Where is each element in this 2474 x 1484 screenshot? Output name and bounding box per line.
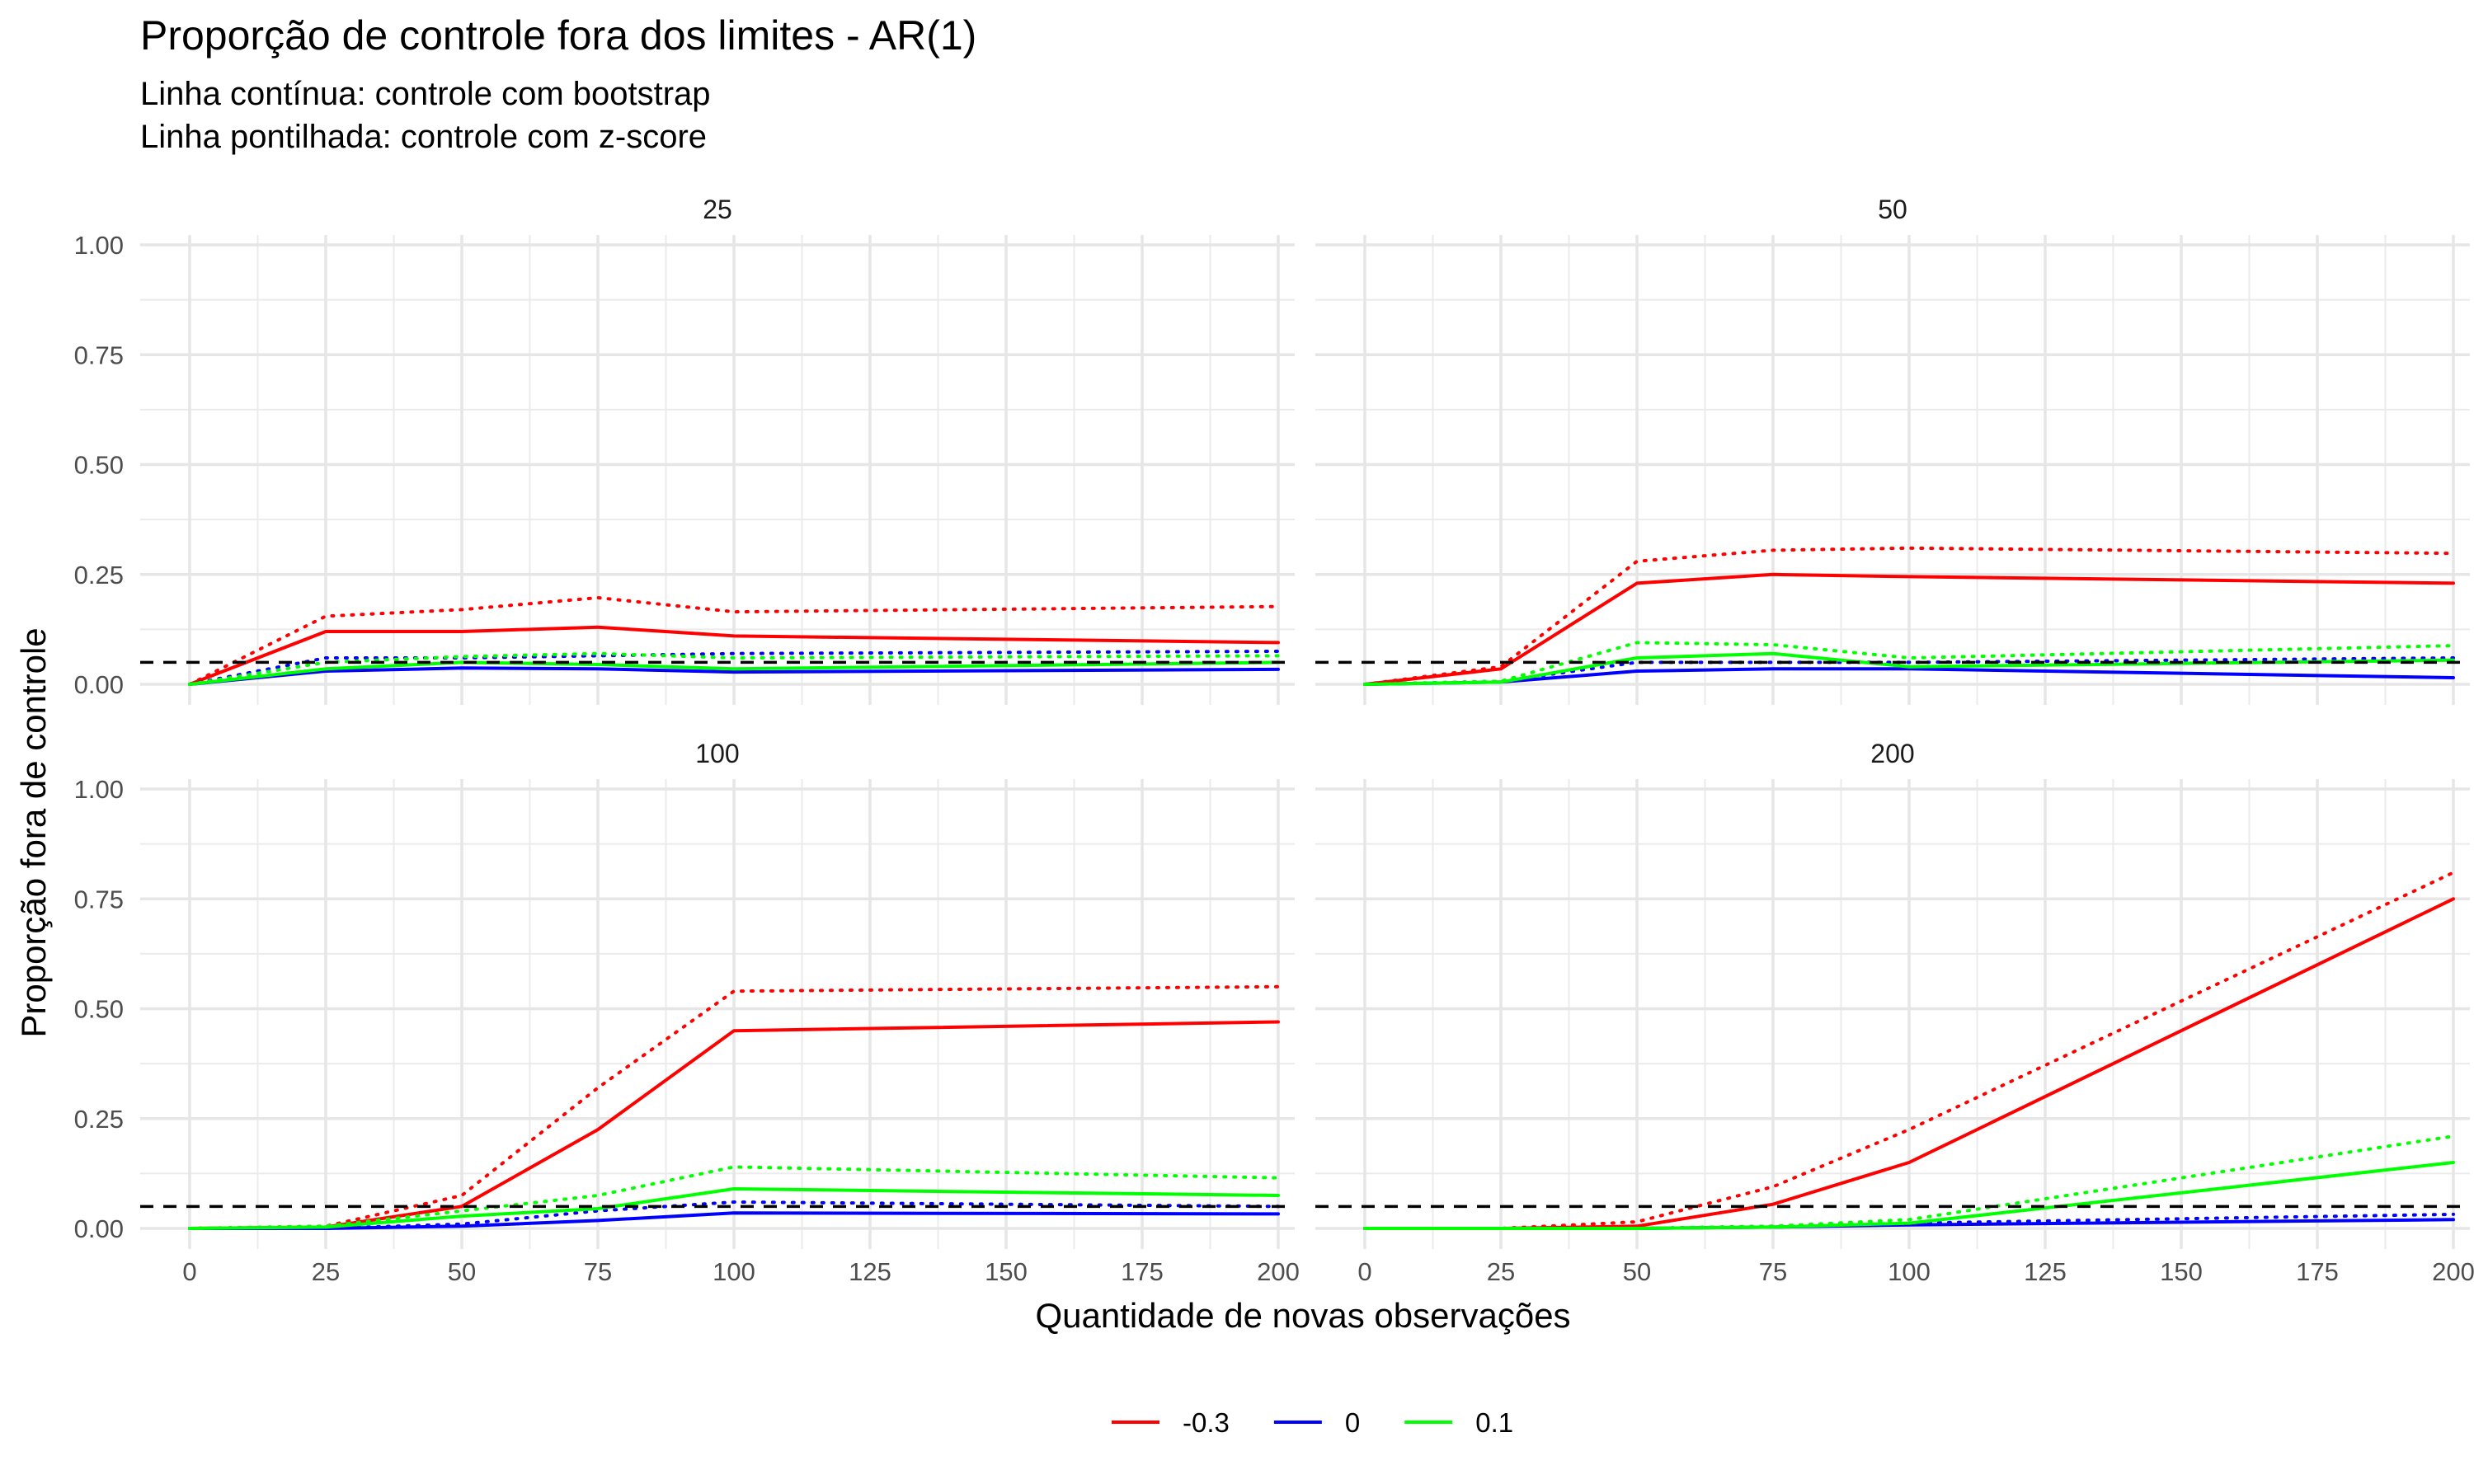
y-tick-label: 1.00 (74, 231, 124, 260)
x-tick-label: 175 (1121, 1257, 1164, 1286)
series-line-bootstrap (1363, 572, 2455, 686)
grid (140, 779, 1295, 1249)
chart-subtitle: Linha contínua: controle com bootstrap L… (140, 73, 711, 158)
series-line-zscore (1363, 1212, 2455, 1230)
x-tick-label: 75 (584, 1257, 612, 1286)
legend-item: 0.1 (1404, 1407, 1513, 1438)
legend: -0.3 0 0.1 (1112, 1407, 1513, 1438)
x-axis-label: Quantidade de novas observações (1035, 1296, 1570, 1335)
x-tick-label: 100 (1888, 1257, 1931, 1286)
series-line-bootstrap (188, 625, 1280, 686)
y-tick-label: 0.75 (74, 885, 124, 913)
y-tick-label: 0.50 (74, 995, 124, 1024)
panels-layer: 25 0.00 0.25 0.50 0.75 1.00 50 100 0.00 0.25 0.50 0… (74, 195, 2474, 1286)
x-tick-label: 75 (1759, 1257, 1787, 1286)
y-tick-label: 0.00 (74, 1214, 124, 1243)
series-line-zscore (188, 1200, 1280, 1230)
series-line-bootstrap (188, 660, 1280, 686)
series-line-zscore (1363, 546, 2455, 686)
y-tick-label: 0.75 (74, 340, 124, 369)
x-tick-label: 100 (713, 1257, 755, 1286)
legend-item: 0 (1273, 1407, 1360, 1438)
grid (1315, 235, 2470, 705)
facet-panel-100: 100 0.00 0.25 0.50 0.75 1.00 0 25 50 75 100 125 150 1… (74, 739, 1300, 1286)
series-line-bootstrap (1363, 1161, 2455, 1230)
legend-label: 0.1 (1475, 1407, 1513, 1438)
y-tick-label: 0.25 (74, 1105, 124, 1134)
subtitle-line-bootstrap: Linha contínua: controle com bootstrap (140, 76, 711, 112)
x-tick-label: 200 (1257, 1257, 1300, 1286)
facet-panel-50: 50 (1315, 195, 2470, 705)
x-tick-label: 175 (2296, 1257, 2339, 1286)
y-axis-label: Proporção fora de controle (14, 627, 53, 1037)
x-tick-label: 0 (1357, 1257, 1371, 1286)
facet-strip-label: 25 (703, 195, 732, 224)
series-line-zscore (1363, 641, 2455, 686)
x-tick-label: 125 (849, 1257, 891, 1286)
x-tick-label: 25 (312, 1257, 340, 1286)
x-tick-label: 150 (985, 1257, 1028, 1286)
series-line-zscore (188, 596, 1280, 686)
series-line-bootstrap (188, 666, 1280, 686)
facet-strip-label: 50 (1878, 195, 1907, 224)
x-tick-label: 50 (1623, 1257, 1651, 1286)
legend-item: -0.3 (1112, 1407, 1230, 1438)
y-tick-label: 1.00 (74, 775, 124, 804)
facet-strip-label: 100 (695, 739, 739, 768)
series-line-zscore (1363, 1134, 2455, 1230)
x-tick-label: 150 (2160, 1257, 2203, 1286)
legend-label: -0.3 (1183, 1407, 1230, 1438)
grid (1315, 779, 2470, 1249)
chart-title: Proporção de controle fora dos limites -… (140, 12, 977, 59)
y-tick-label: 0.50 (74, 451, 124, 480)
x-tick-label: 0 (182, 1257, 196, 1286)
legend-label: 0 (1345, 1407, 1360, 1438)
x-tick-label: 25 (1487, 1257, 1515, 1286)
x-tick-label: 50 (448, 1257, 476, 1286)
subtitle-line-zscore: Linha pontilhada: controle com z-score (140, 119, 708, 155)
series-line-zscore (1363, 656, 2455, 686)
facet-strip-label: 200 (1870, 739, 1914, 768)
grid (140, 235, 1295, 705)
facet-panel-200: 200 0 25 50 75 100 125 150 175 200 (1315, 739, 2474, 1286)
facet-panel-25: 25 0.00 0.25 0.50 0.75 1.00 (74, 195, 1295, 705)
x-tick-label: 125 (2024, 1257, 2067, 1286)
series-line-bootstrap (188, 1187, 1280, 1230)
y-tick-label: 0.00 (74, 670, 124, 699)
series-line-bootstrap (1363, 651, 2455, 686)
y-tick-label: 0.25 (74, 561, 124, 589)
x-tick-label: 200 (2432, 1257, 2474, 1286)
